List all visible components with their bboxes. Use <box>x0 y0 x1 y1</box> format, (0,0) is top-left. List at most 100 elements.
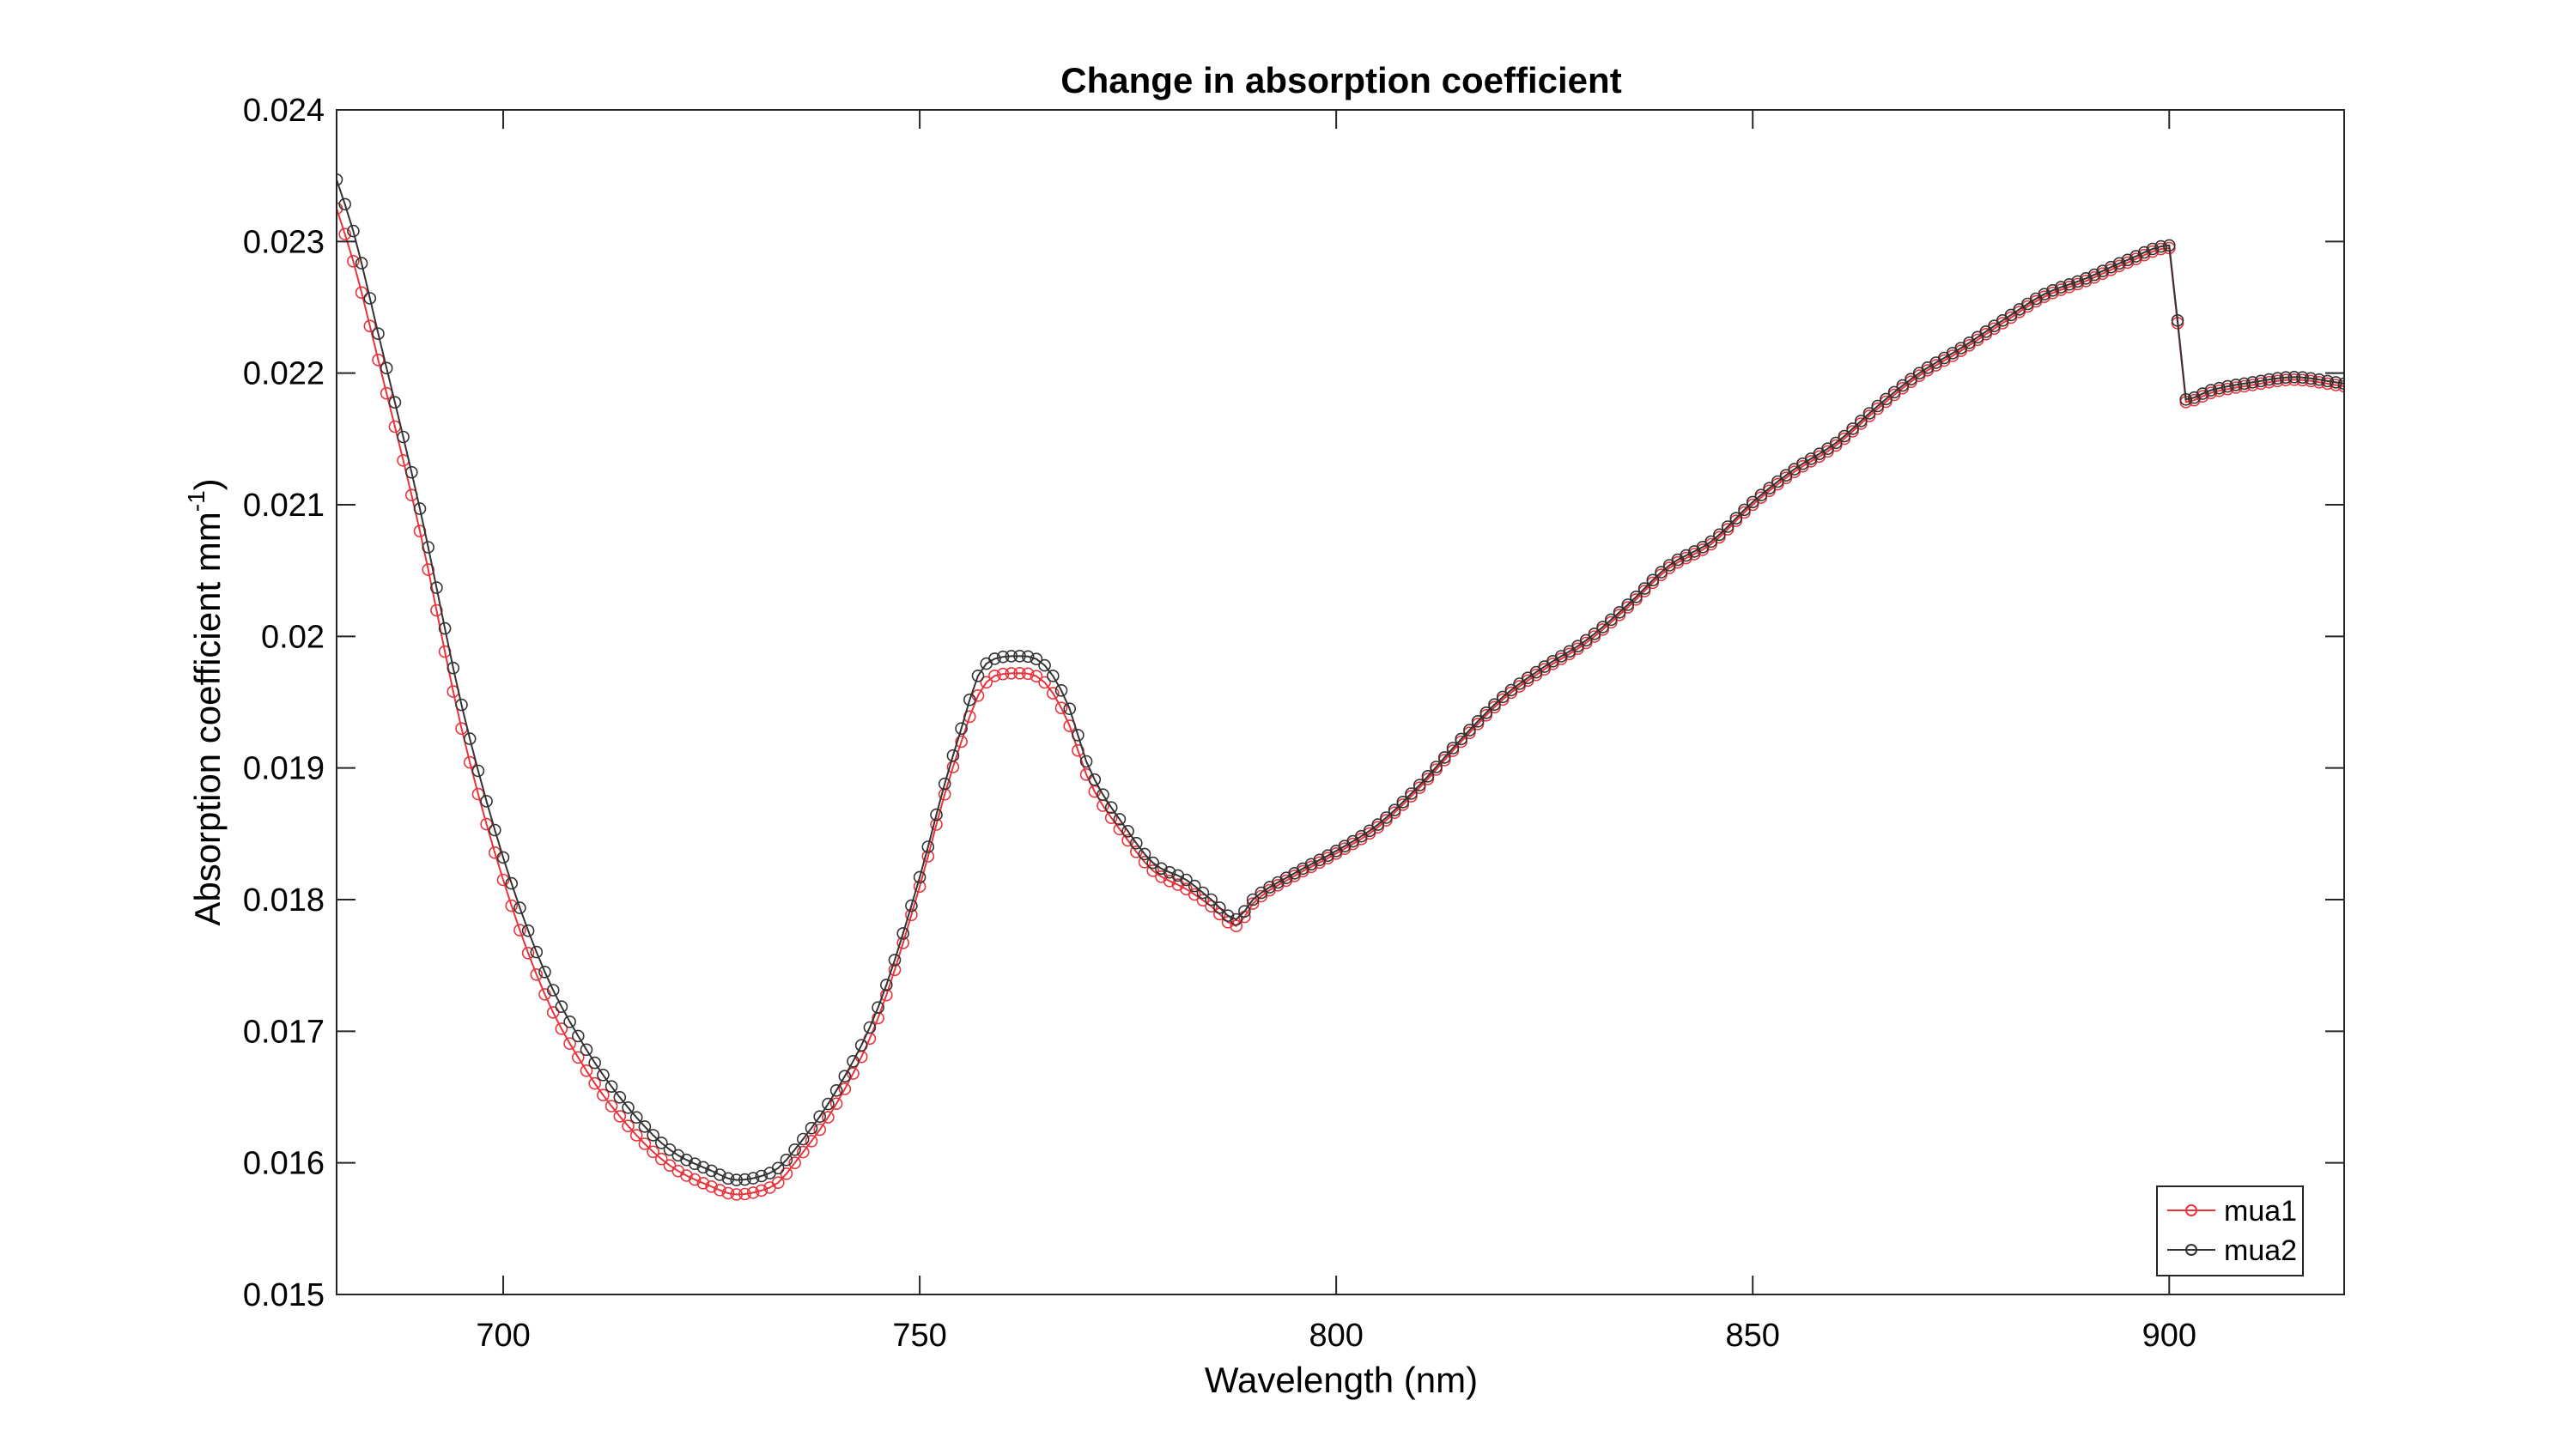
data-point <box>1138 847 1151 861</box>
y-tick-label: 0.015 <box>243 1277 325 1313</box>
data-point <box>2271 372 2284 385</box>
data-point <box>571 1029 585 1043</box>
data-point <box>788 1143 801 1156</box>
data-point <box>430 581 443 594</box>
data-point <box>372 327 385 341</box>
data-point <box>2105 260 2117 274</box>
data-point <box>1021 650 1035 664</box>
data-point <box>1246 897 1260 910</box>
data-point <box>521 924 535 937</box>
data-point <box>563 1016 576 1028</box>
data-point <box>629 1111 643 1124</box>
data-point <box>1630 590 1643 603</box>
data-point <box>738 1187 751 1201</box>
data-point <box>755 1169 769 1183</box>
data-point <box>555 1022 568 1035</box>
legend-label-mua1: mua1 <box>2224 1195 2297 1228</box>
y-axis-label-superscript: -1 <box>183 490 210 512</box>
data-point <box>1030 652 1043 666</box>
data-point <box>1887 385 1901 399</box>
data-point <box>571 1051 585 1064</box>
data-point <box>771 1161 785 1175</box>
data-point <box>2129 250 2142 263</box>
data-point <box>1771 475 1784 488</box>
data-point <box>1196 886 1210 900</box>
legend-marker-mua1 <box>2185 1204 2197 1216</box>
data-point <box>404 465 418 479</box>
data-point <box>1855 415 1868 427</box>
data-point <box>688 1157 702 1170</box>
data-point <box>905 908 918 922</box>
data-point <box>2221 379 2234 393</box>
y-tick-label: 0.018 <box>243 882 325 919</box>
data-point <box>654 1137 668 1149</box>
data-point <box>746 1172 760 1185</box>
y-axis: 0.015 0.016 0.017 0.018 0.019 0.02 0.021 0.022 0… <box>243 93 2344 1313</box>
x-tick-label: 900 <box>2142 1318 2196 1354</box>
data-point <box>1504 683 1518 697</box>
data-point <box>2213 381 2226 395</box>
data-point <box>1513 677 1526 690</box>
data-point <box>696 1161 710 1174</box>
data-point <box>913 880 927 893</box>
data-point <box>1396 795 1410 809</box>
data-point <box>1030 670 1043 683</box>
data-point <box>988 669 1001 682</box>
data-point <box>597 1088 610 1101</box>
data-point <box>1063 702 1076 716</box>
data-point <box>1130 836 1143 850</box>
data-point <box>1496 690 1510 704</box>
data-point <box>2080 271 2093 285</box>
data-point <box>955 735 968 749</box>
data-point <box>1038 658 1051 672</box>
data-point <box>1054 683 1068 697</box>
data-point <box>880 979 893 991</box>
data-point <box>1621 598 1634 611</box>
data-point <box>905 899 918 912</box>
data-point <box>713 1184 726 1197</box>
data-point <box>1979 324 1993 338</box>
data-point <box>771 1176 785 1189</box>
data-point <box>2204 384 2218 397</box>
data-point <box>1146 864 1159 877</box>
data-point <box>647 1145 659 1159</box>
x-tick-label: 700 <box>476 1318 530 1354</box>
data-point <box>530 945 544 959</box>
data-point <box>1421 769 1435 783</box>
data-point <box>588 1056 602 1070</box>
data-point <box>896 927 909 940</box>
data-point <box>1438 751 1451 764</box>
data-point <box>388 396 402 409</box>
data-point <box>2321 374 2334 388</box>
data-point <box>2112 257 2126 270</box>
data-point <box>480 795 493 808</box>
data-point <box>1363 824 1376 838</box>
data-point <box>971 669 985 682</box>
data-point <box>805 1121 818 1135</box>
data-point <box>347 254 360 268</box>
data-point <box>1754 488 1768 502</box>
data-point <box>1704 535 1717 549</box>
series-layer <box>337 173 2344 1201</box>
data-point <box>1047 670 1060 682</box>
data-point <box>713 1168 726 1181</box>
data-point <box>930 808 943 822</box>
data-point <box>888 963 902 977</box>
data-point <box>796 1145 810 1159</box>
data-point <box>2312 373 2326 386</box>
data-point <box>613 1091 627 1104</box>
data-point <box>955 722 968 736</box>
data-point <box>496 873 510 887</box>
data-point <box>921 840 935 853</box>
data-point <box>1446 742 1460 755</box>
data-point <box>2238 377 2251 391</box>
data-point <box>1072 729 1084 742</box>
data-point <box>946 749 960 762</box>
data-point <box>938 777 951 791</box>
y-tick-label: 0.022 <box>243 356 325 392</box>
data-point <box>338 197 352 211</box>
data-point <box>1871 399 1884 413</box>
data-point <box>822 1111 835 1124</box>
data-point <box>688 1173 702 1186</box>
data-point <box>2337 377 2344 391</box>
